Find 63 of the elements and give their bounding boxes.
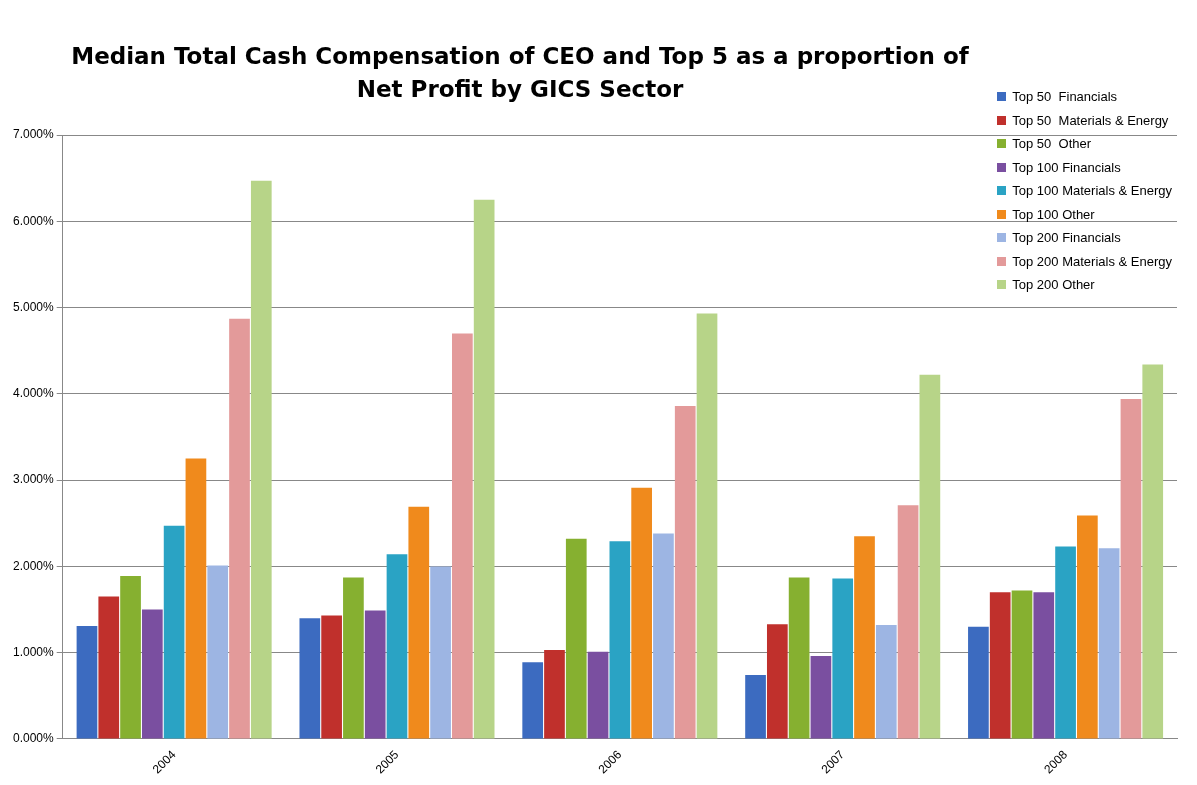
bar <box>544 650 565 739</box>
bar <box>473 199 495 739</box>
bar <box>897 505 919 739</box>
bar <box>565 538 587 739</box>
legend-label: Top 200 Other <box>1012 277 1095 293</box>
bar <box>1120 399 1142 739</box>
bar <box>386 554 408 739</box>
bar <box>832 578 854 739</box>
bar <box>120 575 141 739</box>
bar <box>430 566 451 739</box>
bar <box>321 615 342 739</box>
bar <box>631 487 652 739</box>
legend-label: Top 50 Financials <box>1012 89 1118 105</box>
bar <box>766 624 788 739</box>
bar <box>141 609 163 739</box>
bar <box>408 506 430 739</box>
bar <box>1142 364 1164 739</box>
bar <box>854 536 875 739</box>
legend-label: Top 100 Other <box>1012 206 1095 222</box>
bar <box>1077 515 1098 739</box>
y-tick-label: 2.000% <box>13 558 55 573</box>
bar <box>163 525 185 739</box>
bar <box>250 180 272 739</box>
bar <box>1055 546 1076 739</box>
bar <box>299 618 321 739</box>
bar <box>989 592 1011 739</box>
bar <box>1033 592 1055 739</box>
bar <box>696 313 718 739</box>
bar <box>522 662 544 739</box>
chart-title: Median Total Cash Compensation of CEO and Top 5 as a proportion of Net Profit by GICS Sector <box>70 42 970 104</box>
bar <box>185 458 207 739</box>
bar <box>1011 590 1033 739</box>
bar <box>364 610 386 739</box>
bar <box>653 533 674 739</box>
y-tick-label: 5.000% <box>13 299 55 314</box>
bar <box>875 625 897 739</box>
bar <box>745 675 766 739</box>
bar <box>207 565 229 739</box>
legend-label: Top 200 Materials & Energy <box>1012 253 1172 269</box>
y-tick-label: 6.000% <box>13 213 55 228</box>
bar <box>674 405 696 739</box>
y-tick-label: 7.000% <box>13 127 55 142</box>
bar <box>229 318 250 739</box>
bar <box>919 374 941 739</box>
bar <box>343 577 364 739</box>
bar <box>1098 548 1120 739</box>
bar <box>810 656 832 739</box>
legend-label: Top 100 Financials <box>1012 159 1121 175</box>
bar <box>788 577 810 739</box>
y-tick-label: 1.000% <box>13 644 55 659</box>
legend-label: Top 200 Financials <box>1012 230 1121 246</box>
bar <box>76 625 98 739</box>
bar <box>968 626 989 739</box>
y-tick-label: 0.000% <box>13 731 55 746</box>
y-tick-label: 3.000% <box>13 472 55 487</box>
legend-label: Top 100 Materials & Energy <box>1012 183 1172 199</box>
legend-label: Top 50 Materials & Energy <box>1012 112 1169 128</box>
bar <box>452 333 473 739</box>
legend-label: Top 50 Other <box>1012 136 1092 152</box>
bar <box>98 596 120 739</box>
y-tick-label: 4.000% <box>13 386 55 401</box>
bar <box>609 541 631 739</box>
bar <box>587 651 609 739</box>
